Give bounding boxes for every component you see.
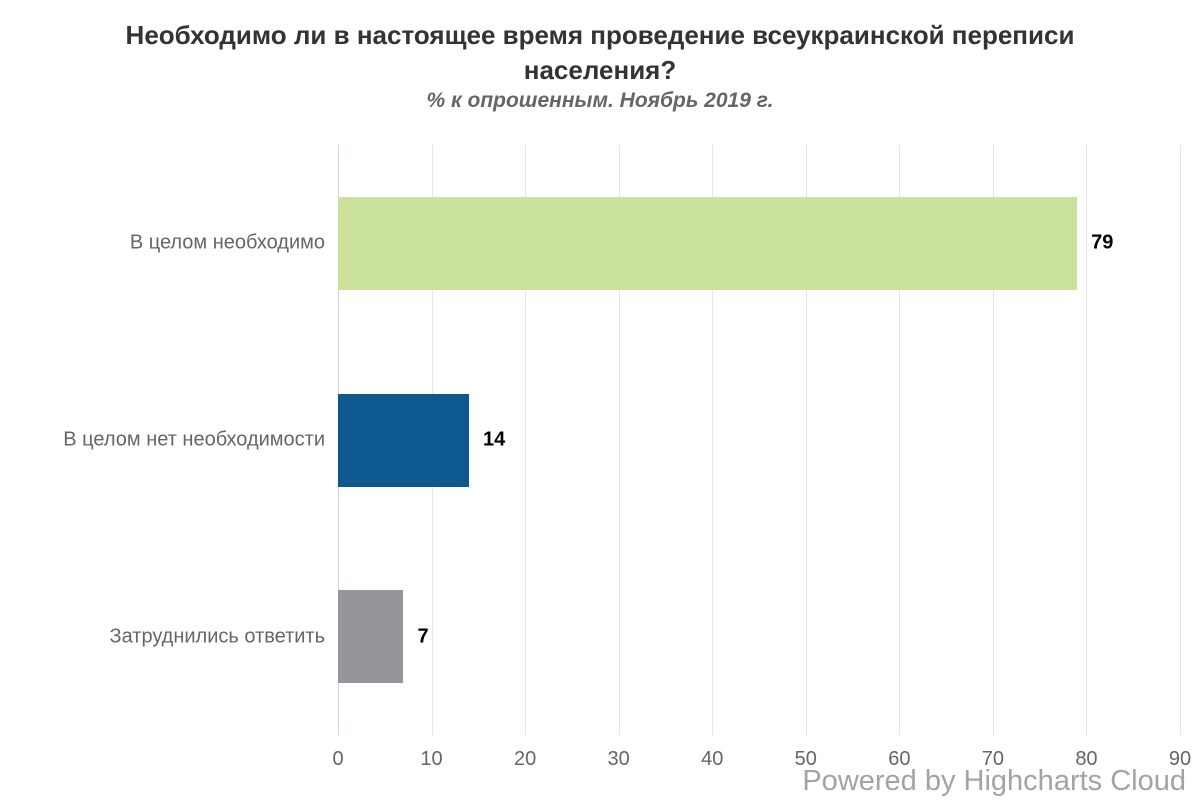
gridline-40 — [712, 145, 714, 735]
chart-subtitle: % к опрошенным. Ноябрь 2019 г. — [426, 89, 774, 112]
bar-2[interactable] — [338, 590, 404, 684]
x-tick-label-50: 50 — [794, 748, 817, 770]
x-tick-label-10: 10 — [420, 748, 443, 770]
plot-area: 79 14 7 — [338, 145, 1181, 735]
x-tick-label-80: 80 — [1075, 748, 1098, 770]
bar-row-0: 79 — [338, 196, 1180, 290]
bar-0[interactable] — [338, 196, 1078, 290]
gridline-60 — [899, 145, 901, 735]
x-tick-label-20: 20 — [513, 748, 537, 770]
data-label-2: 7 — [417, 625, 429, 648]
data-label-1: 14 — [482, 428, 506, 451]
gridline-70 — [992, 145, 994, 735]
bar-row-1: 14 — [338, 393, 1180, 487]
category-label-1: В целом нет необходимости — [63, 428, 325, 451]
gridline-50 — [805, 145, 807, 735]
x-tick-label-70: 70 — [981, 748, 1004, 770]
category-label-0: В целом необходимо — [129, 231, 325, 254]
x-tick-label-0: 0 — [332, 748, 344, 770]
gridline-30 — [618, 145, 620, 735]
gridline-90 — [1180, 145, 1181, 735]
bar-1[interactable] — [338, 393, 469, 487]
x-axis-tick-labels: 0 10 20 30 40 50 60 70 80 90 — [332, 748, 1191, 774]
x-tick-label-90: 90 — [1168, 748, 1192, 770]
gridline-20 — [525, 145, 527, 735]
x-tick-label-60: 60 — [888, 748, 911, 770]
highcharts-cloud-credits[interactable]: Powered by Highcharts Cloud — [802, 765, 1186, 797]
category-label-2: Затруднились ответить — [109, 625, 325, 648]
x-tick-label-40: 40 — [701, 748, 724, 770]
x-tick-label-30: 30 — [607, 748, 630, 770]
data-label-0: 79 — [1091, 231, 1114, 254]
chart-title: Необходимо ли в настоящее время проведен… — [125, 20, 1075, 85]
gridline-80 — [1086, 145, 1088, 735]
y-axis-category-labels: В целом необходимо В целом нет необходимо… — [0, 145, 325, 735]
bar-row-2: 7 — [338, 590, 1180, 684]
